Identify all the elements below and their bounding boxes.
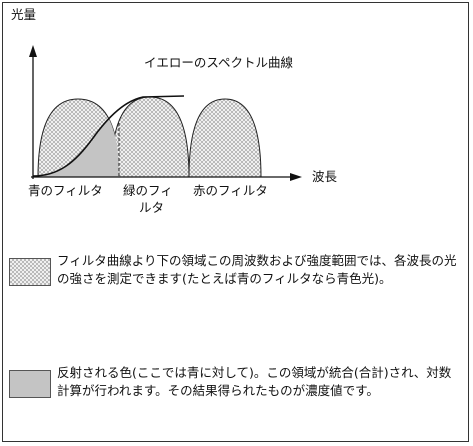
green-filter-label-line2: ルタ: [139, 200, 165, 215]
reflected-area-swatch: [9, 370, 51, 398]
filter-area-swatch: [9, 258, 51, 286]
yellow-spectrum-curve: [32, 95, 185, 177]
filter-area-legend-text: フィルタ曲線より下の領域この周波数および強度範囲では、各波長の光の強さを測定でき…: [57, 253, 457, 286]
spectrum-curve-title: イエローのスペクトル曲線: [144, 55, 294, 70]
y-axis-arrow: [29, 45, 37, 57]
figure-frame: 光量 イエローのスペクトル曲線 波長 青のフィルタ 緑のフィ ルタ 赤のフィルタ…: [2, 2, 469, 442]
spectrum-diagram: [29, 45, 302, 181]
x-axis-label: 波長: [312, 169, 338, 184]
y-axis-label: 光量: [11, 7, 37, 22]
blue-filter-label: 青のフィルタ: [28, 183, 103, 198]
x-axis-arrow: [290, 173, 302, 181]
red-filter-label: 赤のフィルタ: [193, 183, 268, 198]
green-filter-label-line1: 緑のフィ: [123, 183, 173, 198]
red-filter-curve: [188, 98, 262, 178]
green-filter-curve: [110, 96, 190, 178]
reflected-area-legend-text: 反射される色(ここでは青に対して)。この領域が統合(合計)され、対数計算が行われ…: [57, 365, 452, 398]
